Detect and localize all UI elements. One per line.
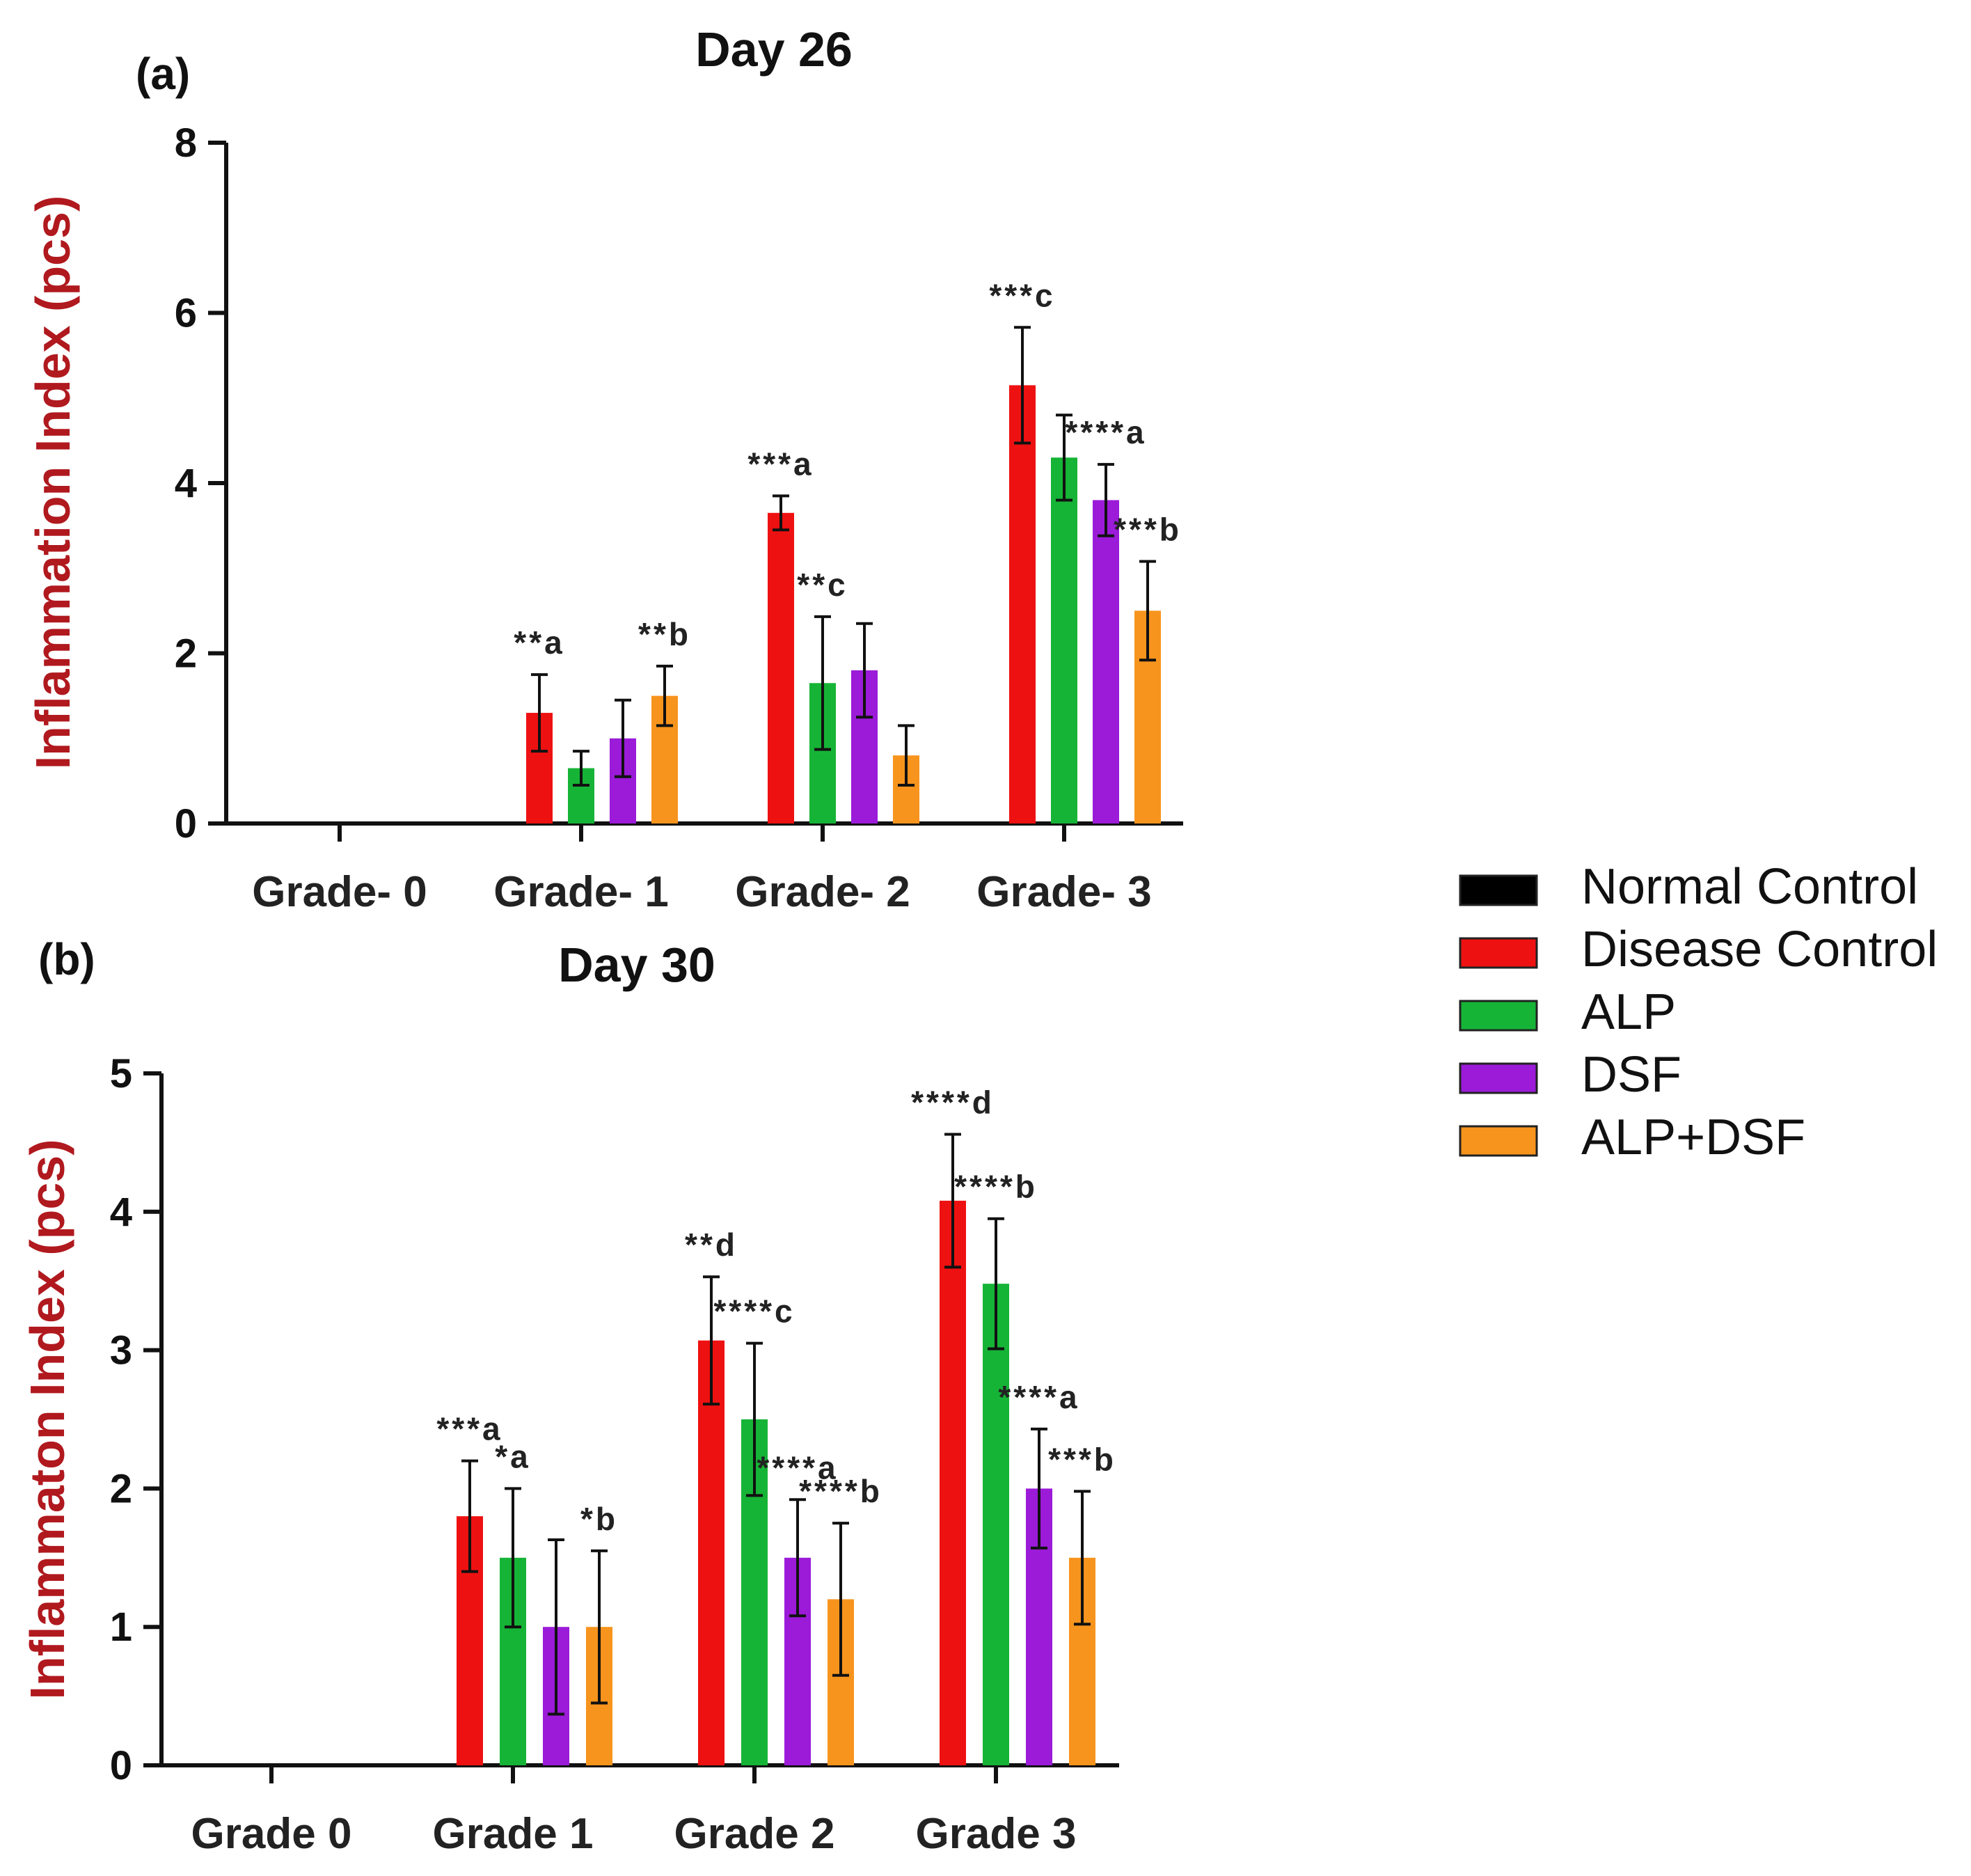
significance-label: ***b: [1048, 1441, 1116, 1477]
legend-entry: ALP+DSF: [1581, 1110, 1805, 1165]
legend-swatch: [1459, 1000, 1538, 1032]
bar-disease-control: [768, 512, 794, 823]
panel-a-label: (a): [136, 49, 190, 99]
x-tick-label: Grade- 0: [252, 868, 427, 916]
chart-title: Day 30: [558, 938, 715, 992]
legend-entry: DSF: [1581, 1047, 1681, 1103]
significance-label: **b: [638, 616, 691, 652]
x-tick-label: Grade- 2: [735, 868, 910, 916]
significance-label: ****d: [911, 1084, 995, 1120]
bar-disease-control: [940, 1200, 966, 1765]
significance-label: *b: [580, 1501, 618, 1537]
legend-entry: ALP: [1581, 984, 1676, 1040]
x-tick-label: Grade 2: [674, 1810, 835, 1858]
significance-label: ****a: [757, 1449, 838, 1485]
chart-title: Day 26: [695, 22, 853, 77]
y-tick-label: 4: [110, 1190, 132, 1235]
legend-swatch: [1459, 1125, 1538, 1157]
significance-label: ****b: [954, 1169, 1038, 1205]
significance-label: *a: [495, 1438, 530, 1474]
bar-alp: [983, 1284, 1009, 1765]
y-tick-label: 4: [175, 461, 197, 506]
significance-label: ***a: [436, 1411, 502, 1447]
x-tick-label: Grade 1: [433, 1810, 594, 1858]
y-axis-label: Inflammation Index (pcs): [26, 196, 80, 770]
significance-label: **d: [685, 1227, 738, 1263]
y-tick-label: 5: [110, 1051, 132, 1096]
bar-disease-control: [1009, 385, 1036, 823]
legend: Normal Control Disease Control ALP DSF ALP+D…: [1459, 859, 1938, 1165]
y-tick-label: 0: [175, 801, 197, 846]
panel-b-label: (b): [38, 934, 95, 984]
significance-label: **a: [514, 624, 564, 661]
bar-dsf: [1093, 500, 1119, 823]
significance-label: ****a: [1065, 414, 1146, 450]
significance-label: ****b: [799, 1473, 882, 1509]
significance-label: ***a: [747, 446, 814, 482]
significance-label: ***b: [1114, 511, 1182, 547]
y-tick-label: 6: [175, 291, 197, 336]
bar-alp: [1051, 457, 1077, 823]
y-axis-label: Inflammaton Index (pcs): [20, 1139, 74, 1699]
y-tick-label: 1: [110, 1605, 132, 1650]
x-tick-label: Grade 3: [916, 1810, 1077, 1858]
significance-label: ****a: [998, 1379, 1079, 1415]
legend-swatch: [1459, 937, 1538, 969]
y-tick-label: 3: [110, 1328, 132, 1373]
legend-swatch: [1459, 874, 1538, 906]
legend-entry: Disease Control: [1581, 922, 1938, 977]
legend-entry: Normal Control: [1581, 859, 1918, 915]
chart-1: Day 30 Inflammaton Index (pcs) 0 1 2 3 4 5 Grade…: [20, 938, 1119, 1858]
bar-disease-control: [698, 1340, 725, 1765]
x-tick-label: Grade- 1: [493, 868, 669, 916]
y-tick-label: 0: [110, 1743, 132, 1788]
significance-label: ***c: [989, 277, 1055, 313]
y-tick-label: 2: [110, 1466, 132, 1511]
significance-label: **c: [797, 567, 848, 603]
y-tick-label: 8: [175, 120, 197, 166]
chart-0: Day 26 Inflammation Index (pcs) 0 2 4 6 8 Grade…: [26, 22, 1183, 916]
x-tick-label: Grade 0: [191, 1810, 352, 1858]
x-tick-label: Grade- 3: [976, 868, 1152, 916]
y-tick-label: 2: [175, 631, 197, 677]
legend-swatch: [1459, 1062, 1538, 1094]
significance-label: ****c: [713, 1293, 795, 1330]
